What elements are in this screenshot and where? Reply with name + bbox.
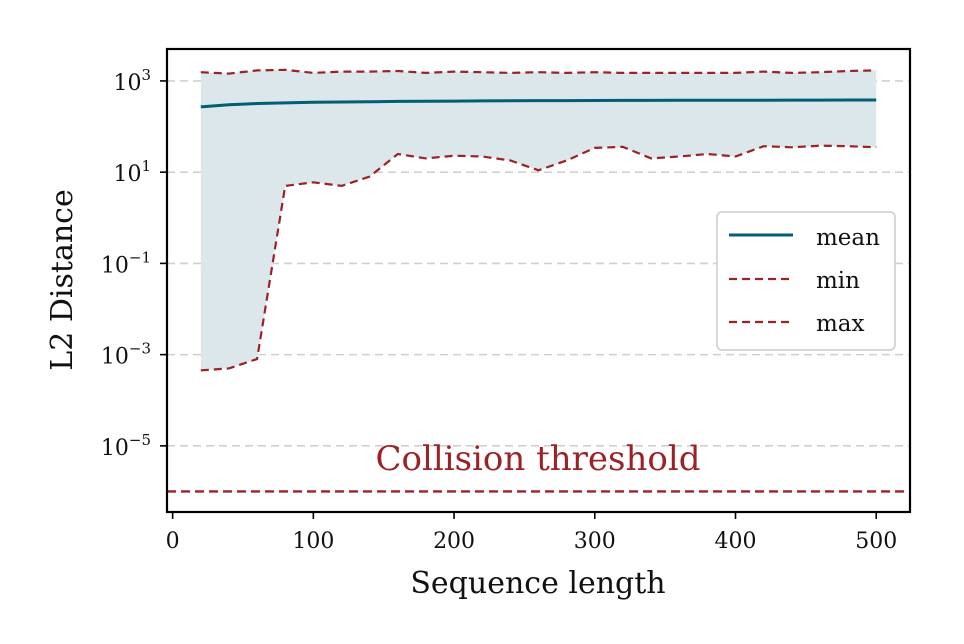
y-tick-label: 103 <box>113 66 151 96</box>
legend: mean min max <box>716 211 896 351</box>
y-axis-label: L2 Distance <box>45 189 80 370</box>
series-min-line <box>200 144 877 372</box>
legend-mean-label: mean <box>816 225 880 251</box>
y-tick-label: 10−3 <box>101 340 151 370</box>
x-tick-label: 200 <box>433 529 475 554</box>
min-max-band <box>200 69 877 371</box>
x-tick-label: 500 <box>855 529 897 554</box>
legend-box <box>716 211 896 351</box>
legend-max-label: max <box>816 311 865 337</box>
y-axis-ticks: 103 101 10−1 10−3 10−5 <box>101 66 167 461</box>
x-tick-label: 0 <box>166 529 180 554</box>
series-max-line <box>200 68 877 75</box>
x-tick-label: 100 <box>292 529 334 554</box>
x-axis-ticks: 0 100 200 300 400 500 <box>166 512 897 554</box>
series-mean-line <box>200 98 877 109</box>
y-tick-label: 10−1 <box>101 248 151 278</box>
legend-min-label: min <box>816 268 860 294</box>
x-tick-label: 400 <box>715 529 757 554</box>
x-tick-label: 300 <box>574 529 616 554</box>
plot-frame <box>165 47 912 514</box>
collision-threshold-label: Collision threshold <box>376 439 701 479</box>
x-axis-label: Sequence length <box>410 566 665 601</box>
y-tick-label: 10−5 <box>101 431 151 461</box>
y-tick-label: 101 <box>113 157 151 187</box>
